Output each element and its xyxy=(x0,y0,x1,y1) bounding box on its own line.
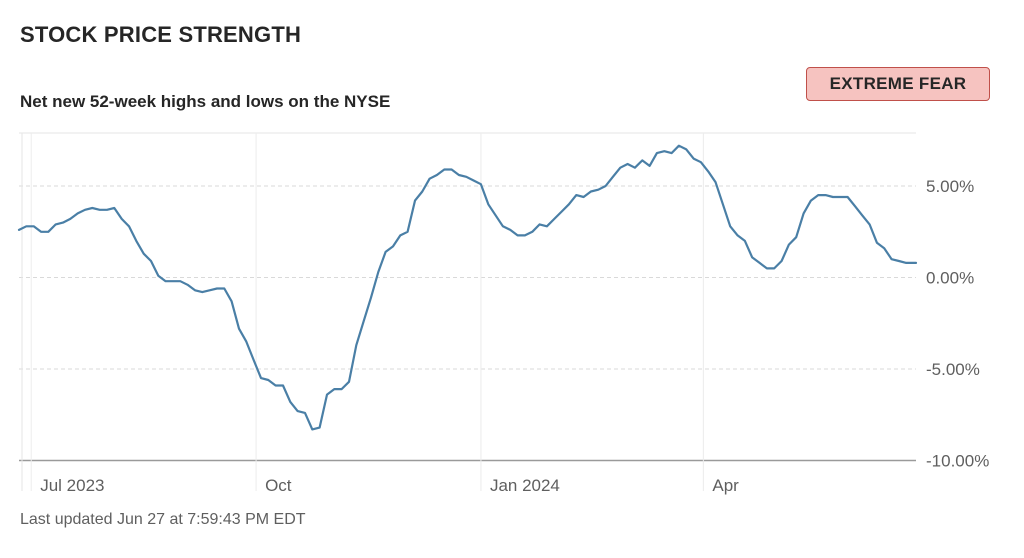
x-tick-label: Apr xyxy=(712,476,739,495)
stock-price-strength-chart: 5.00% 0.00% -5.00% -10.00% Jul 2023 Oct Jan 20… xyxy=(17,132,989,495)
y-tick-label: 5.00% xyxy=(926,177,974,196)
chart-title: STOCK PRICE STRENGTH xyxy=(20,22,302,47)
y-tick-label: -5.00% xyxy=(926,360,980,379)
x-tick-label: Oct xyxy=(265,476,292,495)
chart-subtitle: Net new 52-week highs and lows on the NY… xyxy=(20,92,391,111)
x-tick-label: Jul 2023 xyxy=(40,476,104,495)
x-tick-label: Jan 2024 xyxy=(490,476,560,495)
y-tick-label: -10.00% xyxy=(926,452,989,471)
y-tick-label: 0.00% xyxy=(926,269,974,288)
sentiment-badge: EXTREME FEAR xyxy=(806,67,990,101)
last-updated-text: Last updated Jun 27 at 7:59:43 PM EDT xyxy=(20,511,306,528)
series-line xyxy=(17,144,918,431)
